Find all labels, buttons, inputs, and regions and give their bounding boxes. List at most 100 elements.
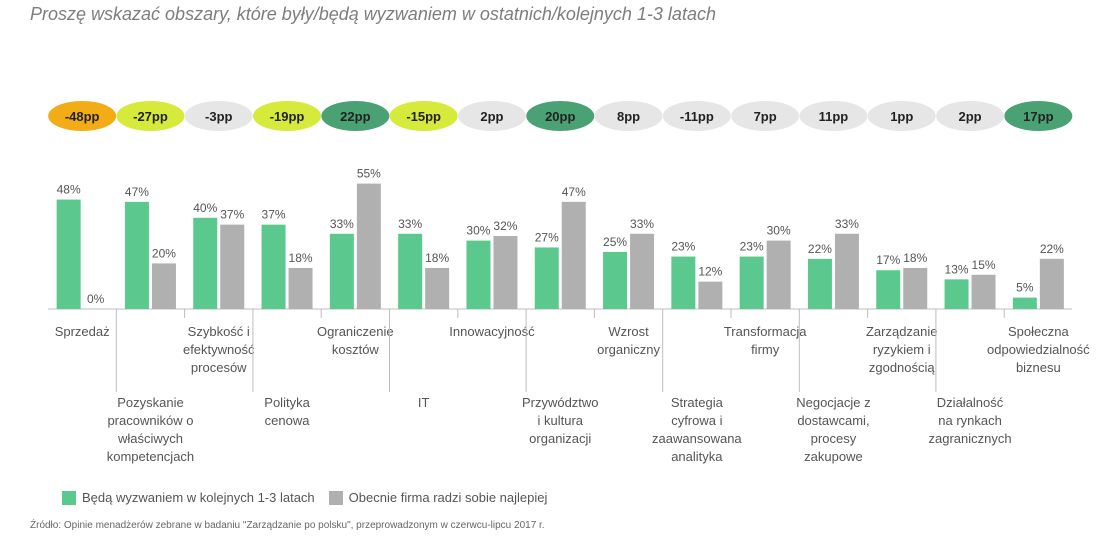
bar-value-label: 30% <box>767 224 791 238</box>
bar-value-label: 30% <box>466 224 490 238</box>
chart-title: Proszę wskazać obszary, które były/będą … <box>30 4 716 24</box>
bar-future-challenge <box>124 201 149 309</box>
difference-label: 20pp <box>545 109 575 124</box>
bar-current-strength <box>630 233 655 309</box>
bar-value-label: 0% <box>87 292 105 306</box>
bar-value-label: 37% <box>220 208 244 222</box>
bar-future-challenge <box>261 224 286 309</box>
category-label: Pozyskanie pracowników o właściwych kompete… <box>107 395 194 464</box>
bar-future-challenge <box>603 252 628 309</box>
bar-value-label: 37% <box>262 208 286 222</box>
bar-future-challenge <box>944 279 969 309</box>
category-label: Ograniczenie kosztów <box>317 324 394 357</box>
bar-value-label: 17% <box>876 253 900 267</box>
legend-swatch-green <box>62 490 76 505</box>
legend: Będą wyzwaniem w kolejnych 1-3 latach Ob… <box>62 490 561 505</box>
legend-item-green: Będą wyzwaniem w kolejnych 1-3 latach <box>62 490 315 505</box>
difference-label: 17pp <box>1023 109 1053 124</box>
category-label: Strategia cyfrowa i zaawansowana analityka <box>652 395 742 464</box>
bar-current-strength <box>288 267 313 309</box>
difference-pill <box>526 101 595 131</box>
bar-value-label: 25% <box>603 235 627 249</box>
bar-value-label: 40% <box>193 201 217 215</box>
bar-value-label: 27% <box>535 230 559 244</box>
bar-current-strength <box>971 274 996 309</box>
bar-value-label: 48% <box>57 183 81 197</box>
bar-value-label: 5% <box>1016 281 1034 295</box>
bar-value-label: 12% <box>698 265 722 279</box>
difference-label: -27pp <box>133 109 168 124</box>
category-label: Polityka cenowa <box>264 395 310 428</box>
difference-pill <box>594 101 663 131</box>
bar-current-strength <box>151 263 176 309</box>
category-label: Zarządzanie ryzykiem i zgodnością <box>866 324 938 375</box>
difference-pill <box>662 101 731 131</box>
bar-value-label: 15% <box>972 258 996 272</box>
category-label: Działalność na rynkach zagranicznych <box>928 395 1011 446</box>
difference-label: -15pp <box>406 109 441 124</box>
bar-value-label: 18% <box>425 251 449 265</box>
bar-current-strength <box>493 236 518 309</box>
bar-future-challenge <box>56 199 81 309</box>
bar-value-label: 33% <box>398 217 422 231</box>
bar-value-label: 32% <box>493 219 517 233</box>
bar-current-strength <box>1039 258 1064 309</box>
category-label: Szybkość i efektywność procesów <box>183 324 255 375</box>
category-label: Społeczna odpowiedzialność biznesu <box>987 324 1090 375</box>
bar-current-strength <box>903 267 928 309</box>
bar-value-label: 13% <box>945 262 969 276</box>
difference-pill <box>936 101 1005 131</box>
legend-swatch-gray <box>328 490 343 505</box>
difference-pill <box>48 101 117 131</box>
bar-future-challenge <box>807 258 832 309</box>
difference-label: 1pp <box>890 109 913 124</box>
category-label: Innowacyjność <box>449 324 535 339</box>
bar-value-label: 33% <box>630 217 654 231</box>
difference-label: 22pp <box>340 109 370 124</box>
bar-current-strength <box>356 183 381 309</box>
bar-value-label: 23% <box>740 240 764 254</box>
category-label: Sprzedaż <box>55 324 110 339</box>
difference-pill <box>253 101 322 131</box>
legend-item-gray: Obecnie firma radzi sobie najlepiej <box>328 490 548 505</box>
bar-future-challenge <box>466 240 491 309</box>
bar-value-label: 47% <box>562 185 586 199</box>
difference-pill <box>457 101 526 131</box>
difference-label: 7pp <box>754 109 777 124</box>
bar-value-label: 18% <box>903 251 927 265</box>
category-label: IT <box>418 395 430 410</box>
category-label: Negocjacje z dostawcami, procesy zakupowe <box>796 395 870 464</box>
difference-pill <box>867 101 936 131</box>
difference-pill <box>1004 101 1073 131</box>
difference-label: -11pp <box>680 109 714 124</box>
bar-future-challenge <box>671 256 696 309</box>
legend-label-current: Obecnie firma radzi sobie najlepiej <box>348 490 548 505</box>
bar-current-strength <box>766 240 791 309</box>
source-note: Źródło: Opinie menadżerów zebrane w bada… <box>30 520 545 531</box>
bar-current-strength <box>561 201 586 309</box>
difference-pill <box>731 101 800 131</box>
bar-future-challenge <box>876 270 901 309</box>
difference-pill <box>389 101 458 131</box>
difference-label: 11pp <box>819 109 849 124</box>
difference-pill <box>321 101 390 131</box>
bar-value-label: 33% <box>330 217 354 231</box>
bar-value-label: 47% <box>125 185 149 199</box>
legend-label-future: Będą wyzwaniem w kolejnych 1-3 latach <box>82 490 315 505</box>
bar-future-challenge <box>329 233 354 309</box>
bar-future-challenge <box>193 217 218 309</box>
difference-label: -19pp <box>270 109 305 124</box>
difference-label: 2pp <box>958 109 981 124</box>
difference-pill <box>184 101 253 131</box>
bar-current-strength <box>220 224 245 309</box>
bar-future-challenge <box>739 256 764 309</box>
bar-value-label: 20% <box>152 246 176 260</box>
difference-pill <box>116 101 185 131</box>
bar-value-label: 55% <box>357 167 381 181</box>
bar-value-label: 23% <box>671 240 695 254</box>
difference-label: -48pp <box>65 109 100 124</box>
bar-value-label: 22% <box>808 242 832 256</box>
difference-label: 2pp <box>480 109 503 124</box>
category-label: Wzrost organiczny <box>597 324 660 357</box>
bar-value-label: 18% <box>289 251 313 265</box>
